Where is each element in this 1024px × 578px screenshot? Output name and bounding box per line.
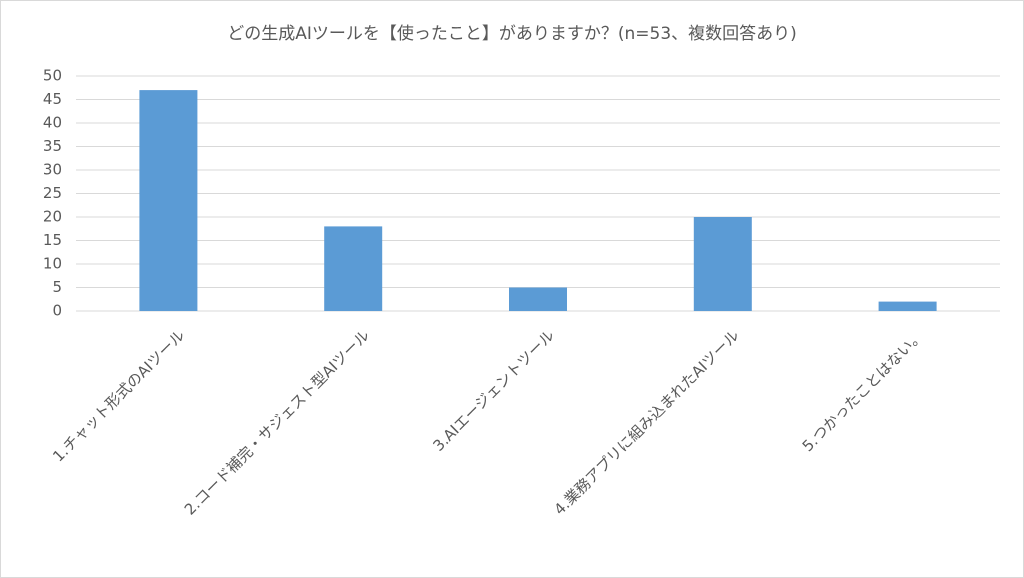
y-tick-label: 15	[43, 231, 62, 249]
y-tick-label: 0	[52, 302, 62, 320]
y-tick-label: 40	[43, 114, 62, 132]
y-tick-label: 25	[43, 184, 62, 202]
bar	[324, 226, 383, 311]
bar	[139, 90, 198, 311]
bar	[509, 287, 567, 311]
y-tick-label: 20	[43, 208, 62, 226]
chart-title: どの生成AIツールを【使ったこと】がありますか？(n=53、複数回答あり)	[227, 23, 797, 44]
y-tick-label: 5	[52, 278, 62, 296]
y-tick-label: 30	[43, 161, 62, 179]
bar	[693, 217, 752, 311]
y-tick-label: 45	[43, 90, 62, 108]
y-tick-label: 50	[43, 67, 62, 85]
bar	[878, 301, 937, 311]
y-tick-label: 35	[43, 137, 62, 155]
y-tick-label: 10	[43, 255, 62, 273]
